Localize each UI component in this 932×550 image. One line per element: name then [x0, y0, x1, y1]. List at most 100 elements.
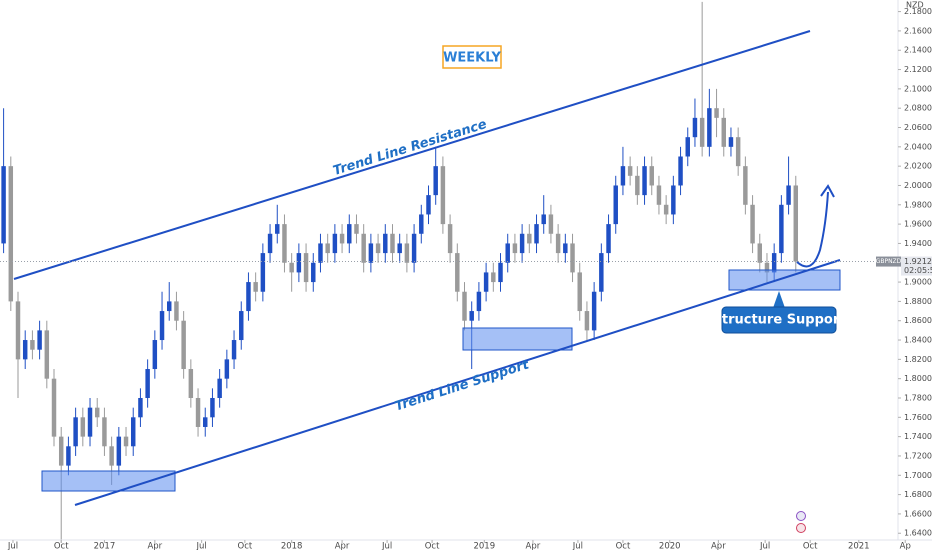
candle-body [267, 233, 273, 254]
y-tick-label: 1.84000 [904, 336, 932, 345]
candle-body [44, 330, 50, 379]
candle-body [80, 417, 86, 437]
candle-body [678, 156, 683, 186]
y-tick-label: 1.78000 [904, 393, 932, 402]
event-icon[interactable] [796, 523, 806, 533]
candle-body [195, 397, 201, 427]
x-tick-label: 2018 [281, 542, 303, 550]
x-tick-label: 2017 [94, 542, 116, 550]
x-tick-label: Jul [759, 542, 770, 550]
y-tick-label: 1.74000 [904, 432, 932, 441]
countdown-label: 02:05:57 [904, 266, 932, 275]
candle-body [15, 301, 21, 360]
candle-body [721, 117, 726, 147]
x-tick-label: Oct [54, 542, 69, 550]
candle-body [116, 436, 122, 466]
candle-body [152, 340, 158, 370]
candle-body [735, 137, 741, 167]
y-tick-label: 2.12000 [904, 65, 932, 74]
candle-body [527, 233, 532, 244]
candle-body [130, 417, 136, 447]
y-tick-label: 2.16000 [904, 26, 932, 35]
callout-label: Structure Support [713, 313, 846, 328]
candle-body [419, 214, 424, 234]
candle-body [354, 224, 359, 234]
x-tick-label: Jul [572, 542, 583, 550]
candle-body [635, 175, 640, 196]
candle-body [541, 214, 546, 225]
candle-body [145, 369, 150, 398]
candle-body [22, 340, 28, 360]
candle-body [37, 330, 42, 350]
candle-body [563, 243, 568, 254]
candle-body [203, 417, 208, 427]
candle-body [620, 166, 626, 186]
candle-body [397, 243, 402, 254]
candle-body [411, 233, 417, 263]
y-tick-label: 2.04000 [904, 142, 932, 151]
candle-body [217, 378, 222, 398]
candle-body [764, 262, 770, 273]
candle-body [1, 166, 6, 244]
candle-body [577, 272, 582, 312]
x-tick-label: Jul [7, 542, 18, 550]
candle-body [663, 204, 669, 215]
candle-body [102, 417, 107, 447]
timeframe-box [442, 45, 502, 69]
candle-body [339, 233, 345, 244]
x-tick-label: Apr [335, 542, 350, 550]
candle-body [685, 137, 690, 157]
candle-body [51, 378, 57, 437]
candle-body [447, 224, 453, 254]
y-tick-label: 2.00000 [904, 181, 932, 190]
candle-body [469, 311, 474, 321]
price-badge [901, 256, 932, 276]
candle-body [239, 311, 244, 341]
y-tick-label: 1.68000 [904, 490, 932, 499]
arrow-head [820, 184, 835, 198]
candle-body [246, 282, 251, 312]
candle-body [606, 224, 611, 254]
candle-body [159, 311, 165, 341]
event-icon[interactable] [796, 511, 806, 521]
candle-body [30, 340, 35, 350]
x-tick-label: Apr [526, 542, 541, 550]
candle-body [692, 117, 698, 138]
candle-body [174, 301, 179, 321]
candle-body [224, 359, 230, 379]
x-tick-label: Oct [238, 542, 253, 550]
y-tick-label: 1.82000 [904, 355, 932, 364]
y-tick-label: 1.86000 [904, 316, 932, 325]
candle-body [534, 224, 539, 244]
candle-body [8, 166, 14, 302]
candle-body [303, 253, 309, 283]
y-tick-label: 1.70000 [904, 471, 932, 480]
candle-body [548, 214, 554, 234]
y-tick-label: 2.02000 [904, 162, 932, 171]
candle-body [289, 262, 294, 273]
candle-body [210, 397, 215, 418]
candle-body [512, 243, 518, 254]
candle-body [404, 243, 410, 263]
candle-body [318, 243, 323, 263]
candle-body [707, 108, 712, 147]
candle-body [231, 340, 237, 360]
price-label: 1.92124 [904, 257, 932, 266]
candle-body [390, 233, 395, 254]
y-tick-label: 1.94000 [904, 239, 932, 248]
candle-body [649, 166, 654, 186]
candles [1, 1, 799, 543]
currency-label: NZD [906, 1, 924, 10]
x-tick-label: Jul [196, 542, 207, 550]
candle-body [426, 195, 431, 215]
candle-body [519, 233, 525, 254]
x-tick-label: 2020 [659, 542, 681, 550]
x-tick-label: Oct [425, 542, 440, 550]
candle-body [498, 262, 503, 283]
candle-body [750, 204, 755, 244]
candle-body [275, 224, 280, 234]
candle-body [167, 301, 172, 312]
candle-body [570, 243, 575, 273]
candle-body [181, 320, 186, 370]
y-tick-label: 2.18000 [904, 7, 932, 16]
